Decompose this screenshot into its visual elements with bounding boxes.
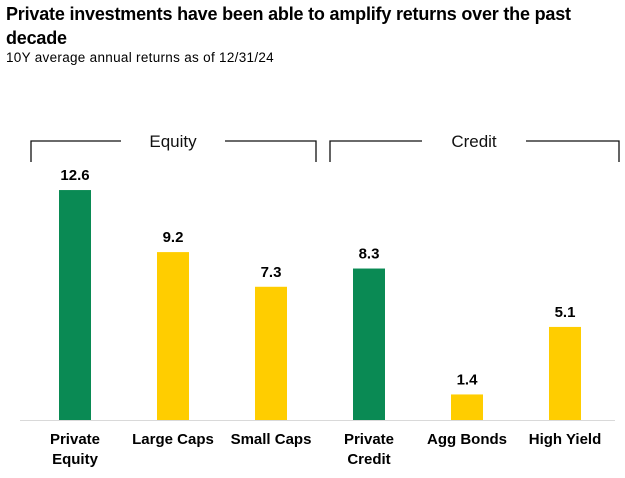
group-label-equity: Equity xyxy=(149,132,197,151)
group-label-credit: Credit xyxy=(451,132,497,151)
category-label: Small Caps xyxy=(231,431,312,448)
bar-private-credit xyxy=(353,268,385,420)
value-label: 5.1 xyxy=(555,304,576,321)
bracket-equity: Equity xyxy=(30,132,317,162)
value-label: 7.3 xyxy=(261,264,282,281)
chart-title: Private investments have been able to am… xyxy=(6,4,571,48)
category-labels: Private Equity Large Caps Small Caps Private… xyxy=(50,431,601,468)
category-label: Large Caps xyxy=(132,431,214,448)
bar-large-caps xyxy=(157,252,189,420)
chart-subtitle: 10Y average annual returns as of 12/31/2… xyxy=(6,50,274,65)
bar-high-yield xyxy=(549,326,581,420)
category-label: Private Credit xyxy=(344,431,394,468)
value-label: 9.2 xyxy=(163,229,184,246)
category-label: Private Equity xyxy=(50,431,100,468)
category-label: Agg Bonds xyxy=(427,431,507,448)
group-brackets: Equity Credit xyxy=(30,132,620,162)
bar-agg-bonds xyxy=(451,394,483,420)
value-labels: 12.6 9.2 7.3 8.3 1.4 5.1 xyxy=(60,167,575,388)
value-label: 1.4 xyxy=(457,371,479,388)
bars xyxy=(20,190,615,421)
bracket-credit: Credit xyxy=(329,132,620,162)
bar-private-equity xyxy=(59,190,91,420)
category-label: High Yield xyxy=(529,431,602,448)
value-label: 8.3 xyxy=(359,246,380,263)
value-label: 12.6 xyxy=(60,167,89,184)
bar-small-caps xyxy=(255,286,287,420)
